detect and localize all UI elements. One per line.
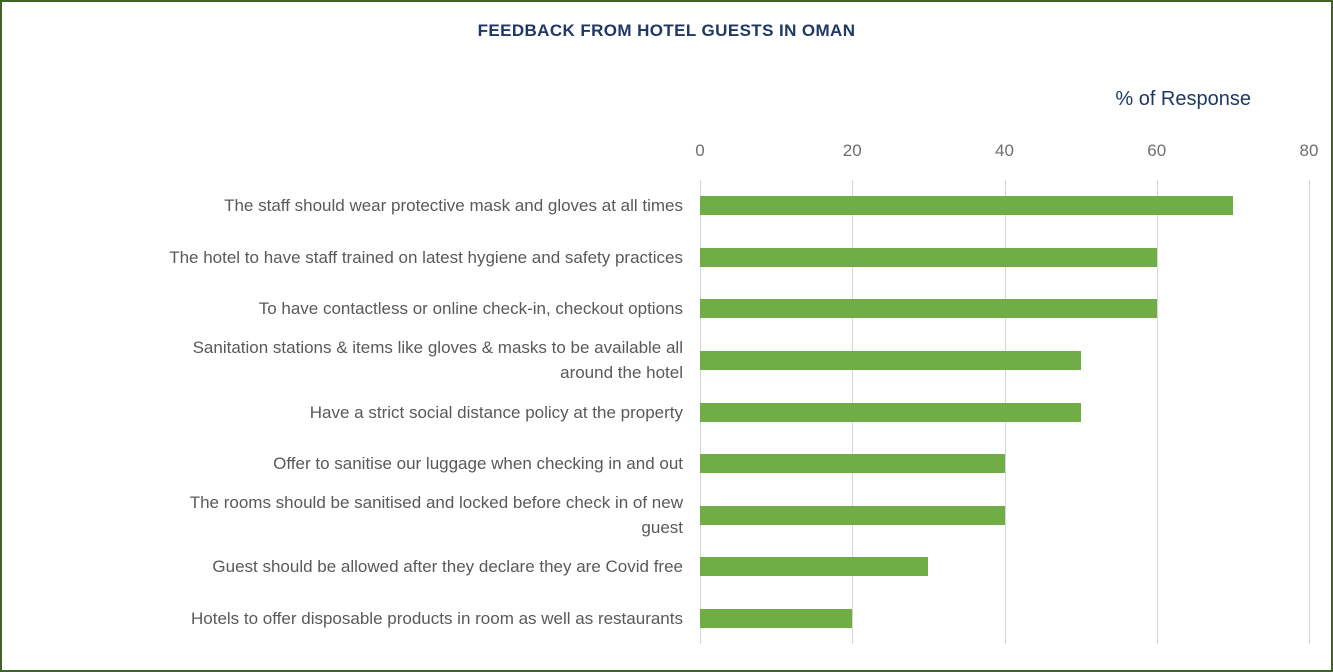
category-label: Sanitation stations & items like gloves … — [192, 338, 683, 383]
plot-area: The staff should wear protective mask an… — [2, 180, 1331, 645]
chart-title: FEEDBACK FROM HOTEL GUESTS IN OMAN — [477, 21, 856, 40]
bar-track — [700, 386, 1309, 438]
x-tick-label: 20 — [842, 141, 862, 160]
x-tick-label: 80 — [1299, 141, 1319, 160]
bar — [700, 196, 1233, 216]
x-axis-title: % of Response — [1115, 88, 1251, 110]
bar-track — [700, 593, 1309, 645]
chart-row: Offer to sanitise our luggage when check… — [2, 438, 1331, 490]
chart-row: Have a strict social distance policy at … — [2, 386, 1331, 438]
bar — [700, 608, 853, 628]
category-label: To have contactless or online check-in, … — [258, 299, 683, 319]
chart-row: Hotels to offer disposable products in r… — [2, 593, 1331, 645]
x-tick-label: 60 — [1147, 141, 1167, 160]
bar — [700, 247, 1157, 267]
bar-track — [700, 180, 1309, 232]
gridline — [1156, 180, 1158, 644]
bar-track — [700, 489, 1309, 541]
chart-row: Sanitation stations & items like gloves … — [2, 335, 1331, 387]
bar-track — [700, 283, 1309, 335]
bar — [700, 557, 929, 577]
bar-track — [700, 541, 1309, 593]
chart-row: To have contactless or online check-in, … — [2, 283, 1331, 335]
chart-row: The staff should wear protective mask an… — [2, 180, 1331, 232]
category-label: Hotels to offer disposable products in r… — [191, 608, 683, 628]
category-label: The hotel to have staff trained on lates… — [169, 247, 683, 267]
bar — [700, 299, 1157, 319]
chart-row: Guest should be allowed after they decla… — [2, 541, 1331, 593]
chart-row: The hotel to have staff trained on lates… — [2, 232, 1331, 284]
category-label: Guest should be allowed after they decla… — [212, 557, 683, 577]
x-tick-label: 40 — [995, 141, 1014, 160]
bar-track — [700, 438, 1309, 490]
x-tick-label: 0 — [695, 141, 705, 160]
bar — [700, 505, 1005, 525]
category-label: Offer to sanitise our luggage when check… — [273, 454, 683, 474]
category-label: The rooms should be sanitised and locked… — [189, 493, 683, 538]
bar-track — [700, 335, 1309, 387]
chart-row: The rooms should be sanitised and locked… — [2, 489, 1331, 541]
bar — [700, 402, 1081, 422]
bar-track — [700, 232, 1309, 284]
gridline — [1309, 180, 1310, 644]
category-label: The staff should wear protective mask an… — [224, 196, 683, 216]
bar — [700, 454, 1005, 474]
category-label: Have a strict social distance policy at … — [309, 402, 683, 422]
bar — [700, 350, 1081, 370]
